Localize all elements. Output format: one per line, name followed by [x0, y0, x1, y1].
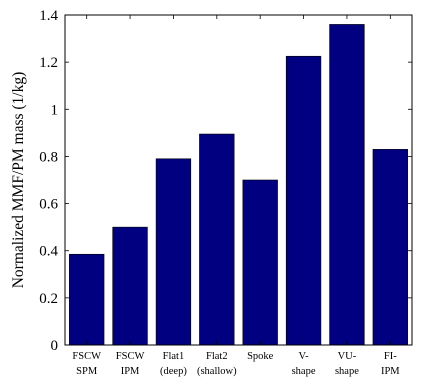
y-tick-label: 0.2	[39, 291, 58, 307]
bar-fscw-spm	[69, 253, 105, 346]
bar-vu-shape	[329, 24, 365, 346]
y-axis-label-group: Normalized MMF/PM mass (1/kg)	[10, 72, 27, 289]
y-tick-label: 0	[51, 338, 59, 354]
x-tick-label: FSCW	[72, 351, 101, 362]
bar-fi-ipm	[372, 149, 408, 346]
y-tick-label: 0.6	[39, 197, 58, 213]
x-tick-label: VU-	[338, 351, 357, 362]
y-axis-label: Normalized MMF/PM mass (1/kg)	[10, 72, 27, 289]
y-axis-ticks: 0 0.2 0.4 0.6 0.8 1 1.2 1.4	[39, 8, 412, 354]
x-tick-label: SPM	[76, 366, 98, 377]
x-tick-label: Flat2	[206, 351, 228, 362]
y-tick-label: 1.4	[39, 8, 58, 24]
y-tick-label: 1	[51, 102, 59, 118]
x-tick-label: Flat1	[163, 351, 185, 362]
bar-spoke	[242, 179, 278, 346]
bars-group	[69, 24, 408, 346]
x-tick-label: FI-	[384, 351, 397, 362]
x-tick-label: IPM	[121, 366, 140, 377]
x-tick-label: FSCW	[116, 351, 145, 362]
x-tick-label: shape	[335, 366, 359, 377]
y-tick-label: 0.4	[39, 244, 58, 260]
bar-flat2-shallow	[199, 133, 235, 346]
x-tick-label: (shallow)	[197, 366, 237, 377]
x-tick-label: IPM	[381, 366, 400, 377]
bar-flat1-deep	[155, 158, 192, 346]
x-tick-label: Spoke	[247, 351, 274, 362]
x-tick-label: shape	[292, 366, 316, 377]
y-tick-label: 1.2	[39, 55, 58, 71]
y-tick-label: 0.8	[39, 149, 58, 165]
x-tick-label: V-	[299, 351, 310, 362]
plot-frame	[64, 14, 413, 346]
bar-fscw-ipm	[112, 226, 148, 346]
bar-v-shape	[285, 55, 322, 346]
x-axis-ticks: FSCW SPM FSCW IPM Flat1 (deep) Flat2 (shallow) S…	[72, 15, 400, 377]
x-tick-label: (deep)	[160, 366, 187, 377]
